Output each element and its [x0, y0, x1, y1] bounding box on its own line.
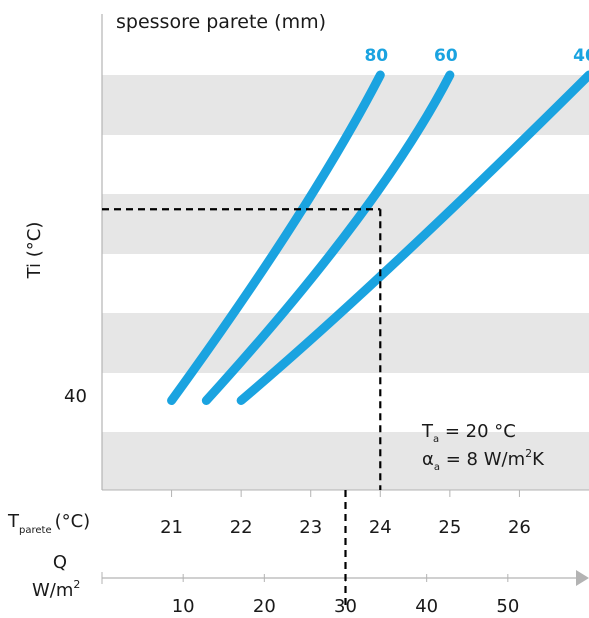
- x-axis-bottom-ticks: 10 20 30 40 50: [172, 574, 519, 617]
- series-line-80: [167, 70, 385, 405]
- annotation-alpha-sub: a: [434, 462, 440, 473]
- x-axis-top-label: Tparete (°C): [7, 511, 90, 536]
- annotation-ta-value: = 20 °C: [439, 421, 516, 442]
- series-label-80: 80: [364, 46, 388, 66]
- grid-band-1: [102, 194, 589, 254]
- series-label-60: 60: [434, 46, 458, 66]
- grid-band-2: [102, 313, 589, 373]
- annotation-alpha-unit: K: [532, 449, 545, 470]
- x-top-tick-label-0: 21: [160, 517, 183, 538]
- x-bottom-tick-label-2: 30: [334, 596, 357, 617]
- grid-bands: [102, 75, 589, 490]
- x-axis-top-ticks: 21 22 23 24 25 26: [160, 490, 531, 538]
- x-bottom-tick-label-0: 10: [172, 596, 195, 617]
- x-bottom-tick-label-3: 40: [415, 596, 438, 617]
- x-top-tick-label-2: 23: [299, 517, 322, 538]
- x-top-tick-label-1: 22: [230, 517, 253, 538]
- chart-title: spessore parete (mm): [116, 11, 326, 33]
- grid-band-3: [102, 432, 589, 490]
- annotation-alpha: αa = 8 W/m2K: [422, 447, 545, 473]
- x-axis-bottom-arrow-icon: [576, 570, 589, 586]
- x-bottom-tick-label-4: 50: [496, 596, 519, 617]
- annotation-ta-sub: a: [433, 434, 439, 445]
- grid-band-0: [102, 75, 589, 135]
- x-axis-top-label-sub: parete: [19, 525, 52, 536]
- y-tick-label: 40: [64, 386, 87, 407]
- annotation-alpha-sup: 2: [525, 447, 532, 460]
- x-top-tick-label-5: 26: [508, 517, 531, 538]
- reference-lines: [102, 208, 382, 610]
- annotation-ta: Ta = 20 °C: [421, 421, 516, 445]
- x-top-tick-label-3: 24: [369, 517, 392, 538]
- x-top-tick-label-4: 25: [438, 517, 461, 538]
- annotation-ta-main: T: [421, 421, 434, 442]
- series-label-40: 40: [573, 46, 589, 66]
- annotation-alpha-main: α: [422, 449, 434, 470]
- y-axis-label: Ti (°C): [24, 222, 45, 280]
- x-axis-top-label-unit: (°C): [55, 511, 91, 532]
- x-axis-bottom-label-unit: W/m: [32, 580, 73, 601]
- x-axis-bottom-label-line1: Q: [53, 552, 67, 573]
- x-axis-bottom-label-sup: 2: [73, 578, 80, 591]
- x-axis-bottom-label-line2: W/m2: [32, 578, 80, 601]
- annotation-alpha-value: = 8 W/m: [440, 449, 525, 470]
- series-line-40: [236, 70, 589, 405]
- series-group: 80 60 40: [167, 46, 589, 405]
- series-line-60: [201, 70, 455, 405]
- x-axis-top-label-main: T: [7, 511, 20, 532]
- x-bottom-tick-label-1: 20: [253, 596, 276, 617]
